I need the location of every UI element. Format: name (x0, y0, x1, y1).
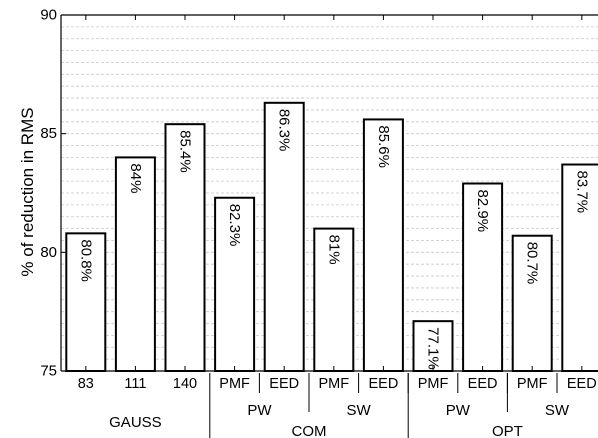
bar-value-label: 83.7% (573, 171, 590, 214)
category-label: EED (368, 376, 398, 392)
category-label: PMF (517, 376, 548, 392)
category-label: EED (468, 376, 498, 392)
bar (214, 196, 256, 372)
bar-value-label: 85.6% (375, 125, 392, 168)
group-label: PW (446, 402, 471, 419)
category-label: 140 (173, 376, 197, 392)
category-label: EED (269, 376, 299, 392)
y-tick-label: 85 (40, 125, 57, 142)
y-tick-label: 80 (40, 244, 57, 261)
grid-lines (61, 26, 598, 360)
category-label: PMF (418, 376, 449, 392)
group-label: GAUSS (109, 414, 162, 431)
supergroup-label: OPT (492, 423, 523, 438)
bar (164, 123, 206, 372)
bar-value-label: 85.4% (177, 130, 194, 173)
y-tick-label: 90 (40, 7, 57, 24)
bar (362, 118, 404, 372)
bar-value-label: 86.3% (276, 109, 293, 152)
bar-value-label: 82.3% (226, 204, 243, 247)
labels: 80.8% 84% 85.4% 82.3% 86.3% 81% 85.6% 77.1% 82.9… (40, 7, 596, 438)
bar-value-label: 81% (325, 235, 342, 265)
bar-value-label: 84% (127, 163, 144, 193)
category-label: PMF (219, 376, 250, 392)
bar-value-label: 77.1% (425, 327, 442, 370)
bar (511, 234, 553, 372)
bar (462, 182, 504, 372)
bar (313, 227, 355, 372)
group-label: SW (545, 402, 570, 419)
bar (263, 101, 305, 373)
y-tick-label: 75 (40, 363, 57, 380)
bar-value-label: 82.9% (474, 190, 491, 233)
bar (561, 163, 598, 372)
bar-value-label: 80.7% (524, 242, 541, 285)
axes (60, 14, 598, 438)
group-label: SW (347, 402, 372, 419)
category-label: 83 (78, 376, 94, 392)
supergroup-label: COM (292, 423, 327, 438)
category-label: EED (567, 376, 597, 392)
bars (65, 101, 598, 373)
y-axis-label: % of reduction in RMS (18, 107, 37, 276)
bar-value-label: 80.8% (77, 239, 94, 282)
category-label: 111 (124, 376, 146, 392)
bar (412, 320, 454, 373)
category-label: PMF (318, 376, 349, 392)
group-label: PW (247, 402, 272, 419)
